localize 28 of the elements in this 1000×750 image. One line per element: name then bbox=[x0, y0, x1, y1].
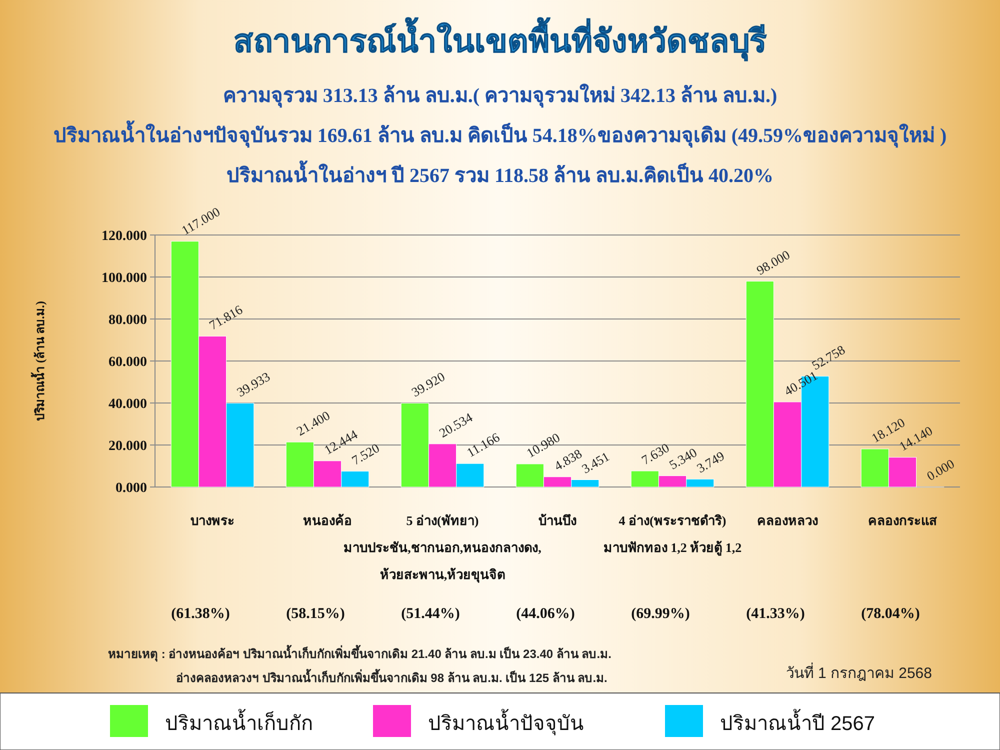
text: วันที่ 1 กรกฎาคม 2568 bbox=[786, 662, 932, 682]
legend-label: ปริมาณน้ำปี 2567 bbox=[720, 709, 876, 735]
x-tick-label: 4 อ่าง(พระราชดำริ) มาบฟักทอง 1,2 ห้วยตู้ 1,2 bbox=[603, 513, 742, 556]
x-tick-label: บ้านบึง bbox=[538, 513, 576, 528]
text: หมายเหตุ : อ่างหนองค้อฯ ปริมาณน้ำเก็บกักเพิ่มขึ้นจากเดิม 21.40 ล้าน ลบ.ม เป็น 23.40 ล้าน ลบ.ม. อ่างคลองหลวงฯ ปริมาณน้ำเก็บกักเพิ่มขึ้นจากเดิม 98 ล้าน ลบ.ม. เป็น 125 ล้าน ลบ.ม. bbox=[108, 644, 612, 685]
text: (69.99%) bbox=[631, 606, 690, 622]
x-tick-label: คลองหลวง bbox=[757, 513, 818, 528]
text: (44.06%) bbox=[516, 606, 575, 622]
x-tick-label: บางพระ bbox=[190, 513, 234, 528]
text: (51.44%) bbox=[401, 606, 460, 622]
y-tick-label: 100.000 bbox=[102, 271, 147, 286]
text: (58.15%) bbox=[286, 606, 345, 622]
x-tick-label: หนองค้อ bbox=[303, 513, 352, 528]
text: (78.04%) bbox=[861, 606, 920, 622]
y-tick-label: 20.000 bbox=[108, 439, 147, 454]
y-axis-title: ปริมาณน้ำ (ล้าน ลบ.ม.) bbox=[30, 301, 47, 421]
y-tick-label: 60.000 bbox=[108, 355, 147, 370]
x-tick-label: คลองกระแส bbox=[868, 513, 937, 528]
text: (61.38%) bbox=[171, 606, 230, 622]
chart-title: สถานการณ์น้ำในเขตพื้นที่จังหวัดชลบุรี bbox=[234, 17, 766, 62]
chart-subtitle: ความจุรวม 313.13 ล้าน ลบ.ม.( ความจุรวมใหม่ 342.13 ล้าน ลบ.ม.) ปริมาณน้ำในอ่างฯปัจจุบันรวม 169.61 ล้าน ลบ.ม คิดเป็น 54.18%ของความจุเดิม (49.59%ของความจุใหม่ ) ปริมาณน้ำในอ่างฯ ปี 2567 รวม 118.58 ล้าน ลบ.ม.คิดเป็น 40.20% bbox=[53, 83, 947, 187]
y-tick-label: 80.000 bbox=[108, 313, 147, 328]
y-tick-label: 40.000 bbox=[108, 397, 147, 412]
data-label: 0.000 bbox=[924, 456, 957, 484]
y-tick-label: 120.000 bbox=[102, 229, 147, 244]
text: (41.33%) bbox=[746, 606, 805, 622]
legend-label: ปริมาณน้ำปัจจุบัน bbox=[428, 709, 584, 736]
y-tick-label: 0.000 bbox=[116, 481, 147, 496]
